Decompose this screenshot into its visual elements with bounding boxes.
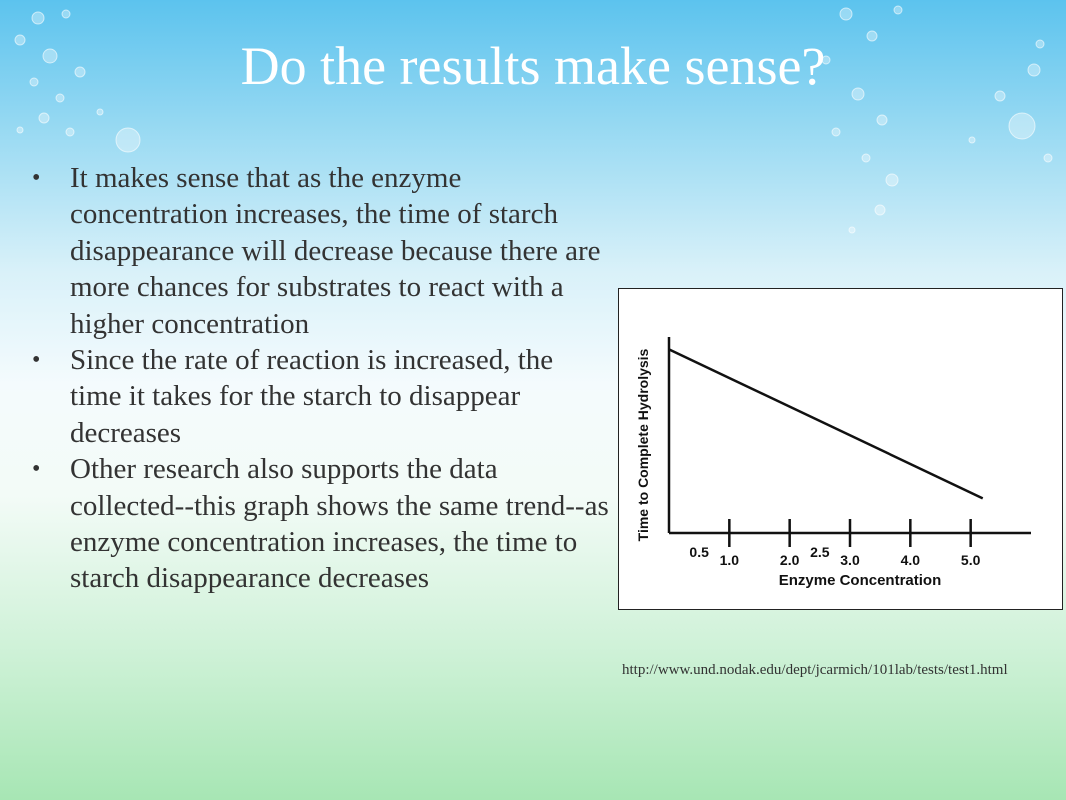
bullet-item: • It makes sense that as the enzyme conce… <box>30 160 610 342</box>
bullet-dot-icon: • <box>32 456 41 483</box>
x-tick-label-6: 5.0 <box>961 552 981 568</box>
x-tick-label-0: 0.5 <box>689 544 709 560</box>
x-axis-title: Enzyme Concentration <box>779 572 942 589</box>
chart-panel: 0.5 1.0 2.0 2.5 3.0 4.0 5.0 Enzyme Concentrati… <box>618 288 1063 610</box>
x-axis-tick-labels: 0.5 1.0 2.0 2.5 3.0 4.0 5.0 <box>689 544 980 568</box>
bullet-dot-icon: • <box>32 165 41 191</box>
x-tick-label-5: 4.0 <box>901 552 921 568</box>
series-group <box>668 348 984 500</box>
y-axis-title: Time to Complete Hydrolysis <box>635 348 651 541</box>
bullet-text: Other research also supports the data co… <box>70 453 609 595</box>
x-tick-label-3: 2.5 <box>810 544 830 560</box>
x-tick-label-1: 1.0 <box>720 552 740 568</box>
bullet-item: • Since the rate of reaction is increased… <box>30 342 610 451</box>
bullet-item: • Other research also supports the data c… <box>30 451 610 597</box>
slide-title: Do the results make sense? <box>240 36 826 96</box>
series-line-0 <box>668 348 984 500</box>
source-url: http://www.und.nodak.edu/dept/jcarmich/1… <box>622 662 1008 678</box>
x-tick-label-2: 2.0 <box>780 552 800 568</box>
bullet-dot-icon: • <box>32 347 41 374</box>
x-tick-label-4: 3.0 <box>840 552 860 568</box>
bullet-list: • It makes sense that as the enzyme conce… <box>30 160 610 597</box>
bullet-text: Since the rate of reaction is increased,… <box>70 344 554 449</box>
bullet-text: It makes sense that as the enzyme concen… <box>70 162 601 340</box>
x-axis-ticks <box>728 519 972 547</box>
line-chart: 0.5 1.0 2.0 2.5 3.0 4.0 5.0 Enzyme Concentrati… <box>635 337 1031 589</box>
